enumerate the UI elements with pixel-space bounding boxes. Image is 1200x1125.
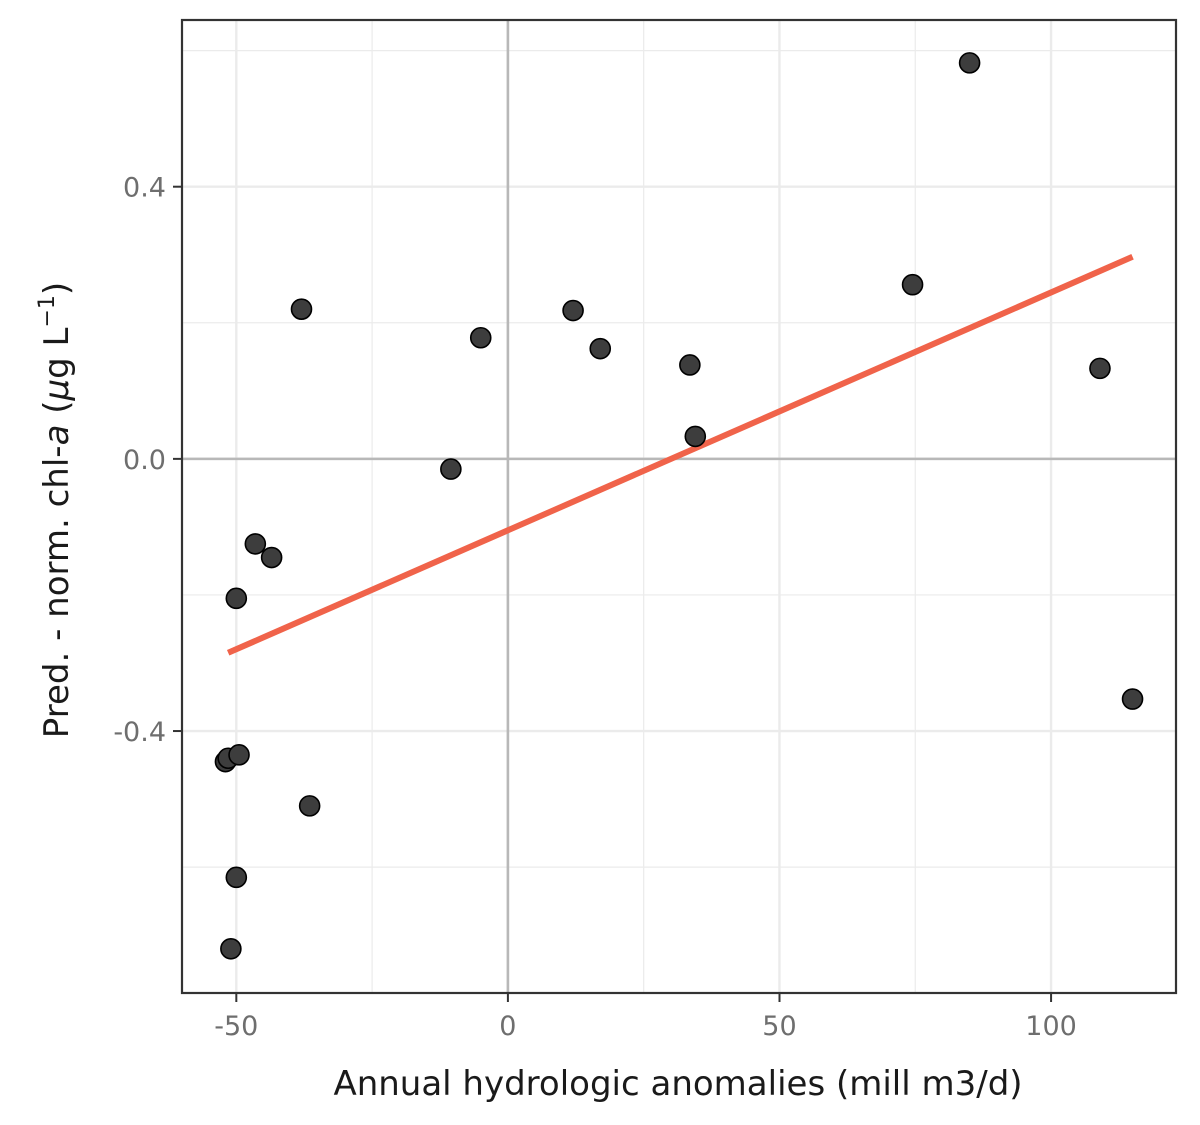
x-tick-label: 50 (762, 1011, 796, 1042)
data-points (214, 52, 1144, 960)
y-axis-title-mu: μ (37, 379, 77, 402)
data-point (225, 587, 248, 610)
y-axis-title-superscript: −1 (35, 295, 60, 327)
data-point (225, 866, 248, 889)
data-point (1089, 357, 1111, 380)
x-tick-label: -50 (214, 1011, 258, 1042)
data-point (1121, 688, 1144, 710)
trend-line-layer (226, 254, 1134, 656)
data-point (290, 298, 313, 320)
data-point (562, 299, 584, 322)
y-axis-title: Pred. - norm. chl-a (μg L−1) (35, 282, 77, 738)
axis-ticks: -50 0 50 100 -0.4 0.0 0.4 (113, 173, 1077, 1042)
panel-border (180, 18, 1178, 995)
data-point (679, 354, 701, 376)
y-axis-title-close: ) (37, 282, 77, 295)
data-point (220, 937, 242, 960)
y-axis-title-prefix: Pred. - norm. chl- (37, 445, 77, 738)
data-point (440, 458, 462, 480)
y-tick-label: -0.4 (113, 717, 166, 748)
data-point (260, 546, 283, 569)
data-point (958, 52, 981, 74)
data-point (901, 273, 924, 296)
y-axis-title-unit: g L (37, 327, 77, 378)
trend-line (226, 254, 1134, 656)
y-axis-title-open: ( (37, 401, 77, 425)
y-tick-label: 0.0 (123, 445, 166, 476)
data-point (298, 795, 321, 817)
x-tick-label: 0 (499, 1011, 516, 1042)
y-axis-title-italic: a (37, 425, 77, 446)
data-point (469, 326, 492, 349)
reference-lines (182, 20, 1176, 993)
x-axis-title: Annual hydrologic anomalies (mill m3/d) (333, 1064, 1022, 1104)
data-point (228, 744, 250, 766)
y-tick-label: 0.4 (123, 173, 166, 204)
data-point (589, 337, 612, 360)
data-point (684, 425, 707, 448)
x-tick-label: 100 (1025, 1011, 1077, 1042)
data-point (244, 533, 267, 555)
